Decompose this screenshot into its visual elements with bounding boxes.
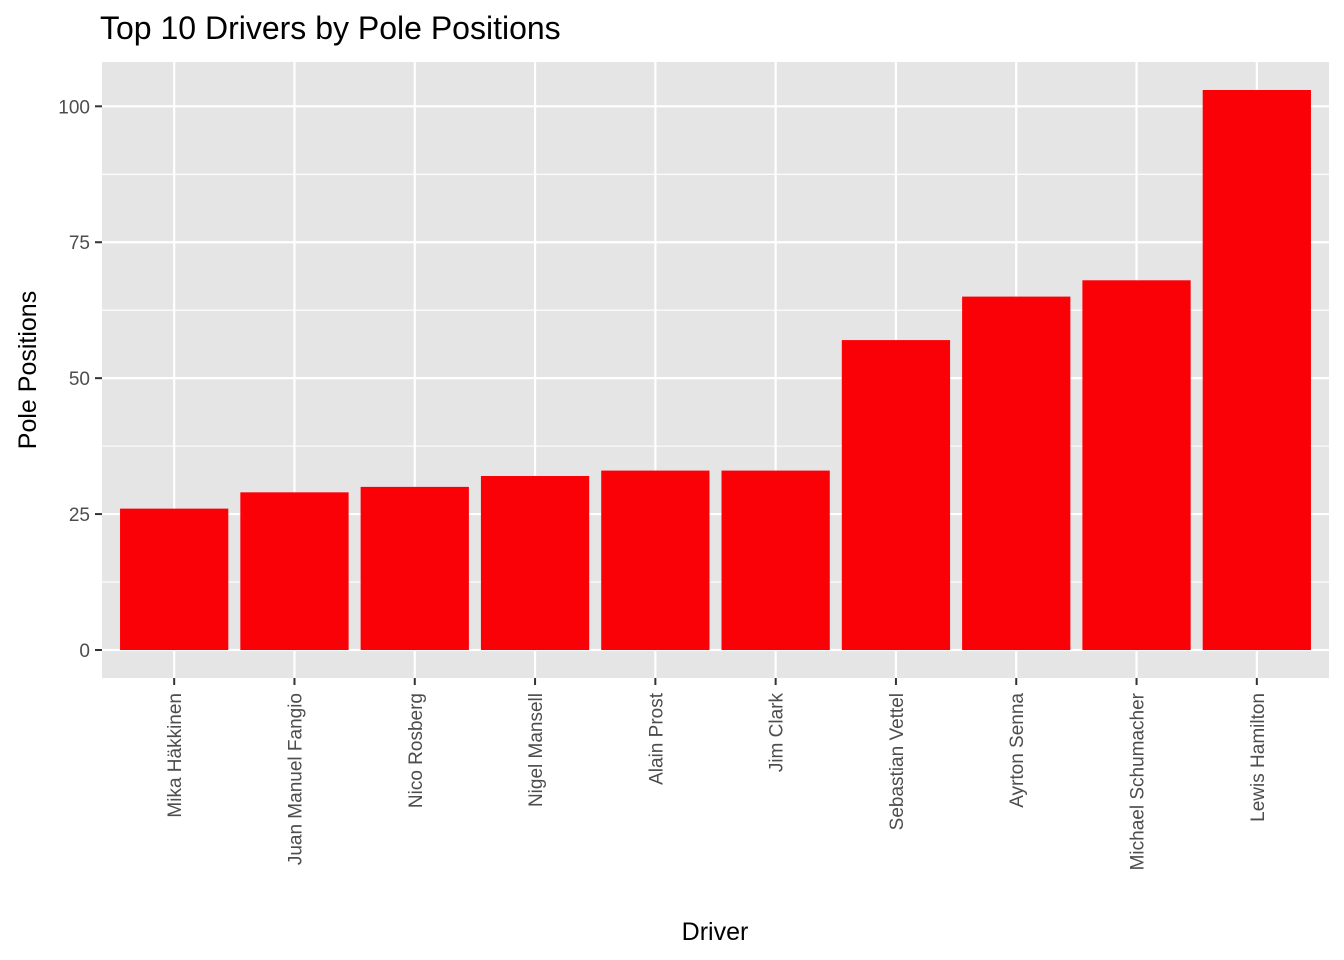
y-tick-label: 100 [58, 97, 90, 118]
bar [1082, 280, 1191, 650]
bar [480, 476, 590, 650]
y-tick-label: 75 [69, 233, 90, 254]
x-axis-title: Driver [682, 918, 749, 946]
x-tick-label: Michael Schumacher [1128, 692, 1149, 870]
x-tick-label: Lewis Hamilton [1248, 693, 1269, 822]
y-tick-label: 50 [69, 369, 90, 390]
x-tick-label: Sebastian Vettel [887, 693, 908, 830]
bar [721, 470, 830, 650]
y-tick-label: 25 [69, 505, 90, 526]
x-tick-label: Juan Manuel Fangio [285, 693, 306, 865]
bar [240, 492, 349, 650]
bar [601, 470, 710, 650]
y-tick-label: 0 [79, 641, 90, 662]
bar [962, 296, 1071, 650]
x-tick-label: Nigel Mansell [526, 693, 547, 807]
x-tick-label: Ayrton Senna [1007, 693, 1028, 808]
x-tick-label: Alain Prost [646, 692, 667, 785]
x-axis: Mika Häkkinen Juan Manuel Fangio Nico Rosb… [165, 678, 1269, 870]
y-axis-title: Pole Positions [14, 291, 42, 449]
x-tick-label: Mika Häkkinen [165, 693, 186, 818]
bars [120, 90, 1311, 650]
y-axis: 0 25 50 75 100 [58, 97, 102, 662]
bar [360, 486, 469, 650]
x-tick-label: Jim Clark [767, 693, 788, 773]
chart-title: Top 10 Drivers by Pole Positions [100, 10, 561, 46]
bar [120, 508, 229, 650]
bar [1202, 90, 1311, 650]
x-tick-label: Nico Rosberg [406, 693, 427, 808]
bar [841, 340, 951, 650]
